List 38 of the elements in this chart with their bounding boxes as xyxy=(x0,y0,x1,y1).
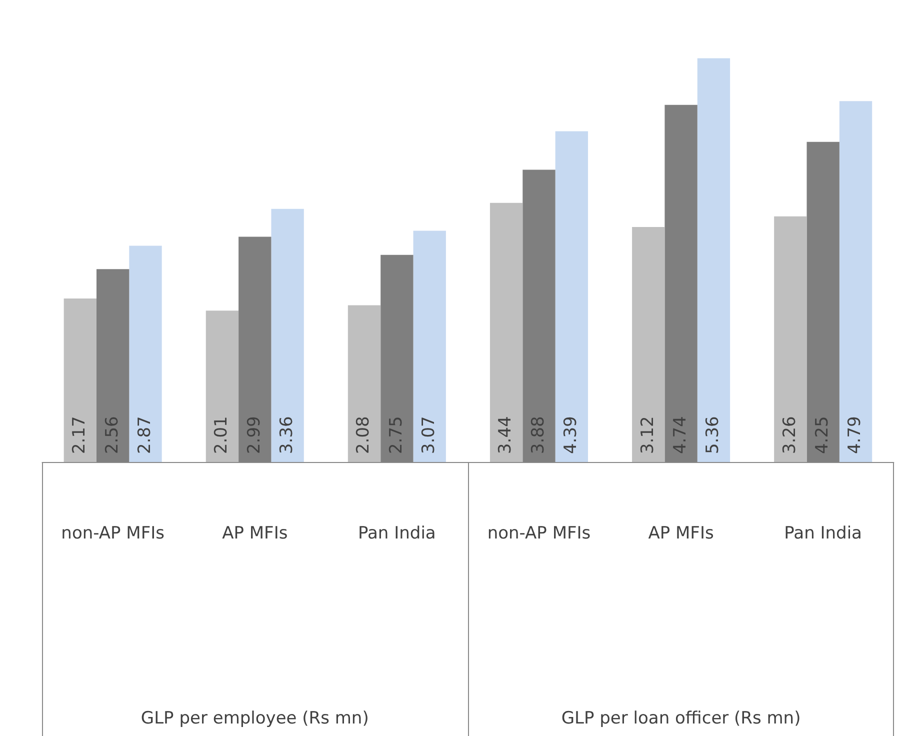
text: GLP per employee (Rs mn) xyxy=(140,708,369,728)
data-label: 4.74 xyxy=(670,416,690,454)
x-tick-label: AP MFIs xyxy=(648,524,714,544)
bar xyxy=(555,131,588,462)
bar xyxy=(413,230,446,462)
x-tick-label: Pan India xyxy=(784,524,862,544)
bar xyxy=(64,298,96,462)
data-label: 3.36 xyxy=(276,416,297,454)
data-label: 2.01 xyxy=(212,416,232,454)
data-label: 5.36 xyxy=(703,416,724,454)
data-label: 4.39 xyxy=(561,416,582,454)
bar xyxy=(348,305,381,462)
data-label: 4.25 xyxy=(812,416,833,454)
bar xyxy=(206,310,239,462)
bar xyxy=(271,208,304,462)
x-tick-label: non-AP MFIs xyxy=(61,524,165,544)
data-label: 3.26 xyxy=(780,416,800,454)
data-label: 2.75 xyxy=(386,416,406,454)
bar xyxy=(839,101,872,462)
data-label: 3.88 xyxy=(528,416,548,454)
text: GLP per loan officer (Rs mn) xyxy=(561,708,801,728)
data-label: 2.99 xyxy=(244,416,264,454)
bar xyxy=(632,226,665,462)
bar xyxy=(490,202,523,462)
x-tick-label: AP MFIs xyxy=(222,524,288,544)
data-label: 2.56 xyxy=(102,416,122,454)
data-label: 4.79 xyxy=(845,416,866,454)
data-label: 3.44 xyxy=(496,416,516,454)
bar xyxy=(697,58,730,462)
x-tick-label: non-AP MFIs xyxy=(487,524,591,544)
data-label: 3.07 xyxy=(419,416,440,454)
data-label: 2.17 xyxy=(70,416,90,454)
bar xyxy=(129,246,162,462)
data-label: 2.87 xyxy=(134,416,155,454)
x-tick-label: Pan India xyxy=(358,524,436,544)
data-label: 2.08 xyxy=(354,416,374,454)
bar xyxy=(774,216,807,462)
data-label: 3.12 xyxy=(638,416,658,454)
